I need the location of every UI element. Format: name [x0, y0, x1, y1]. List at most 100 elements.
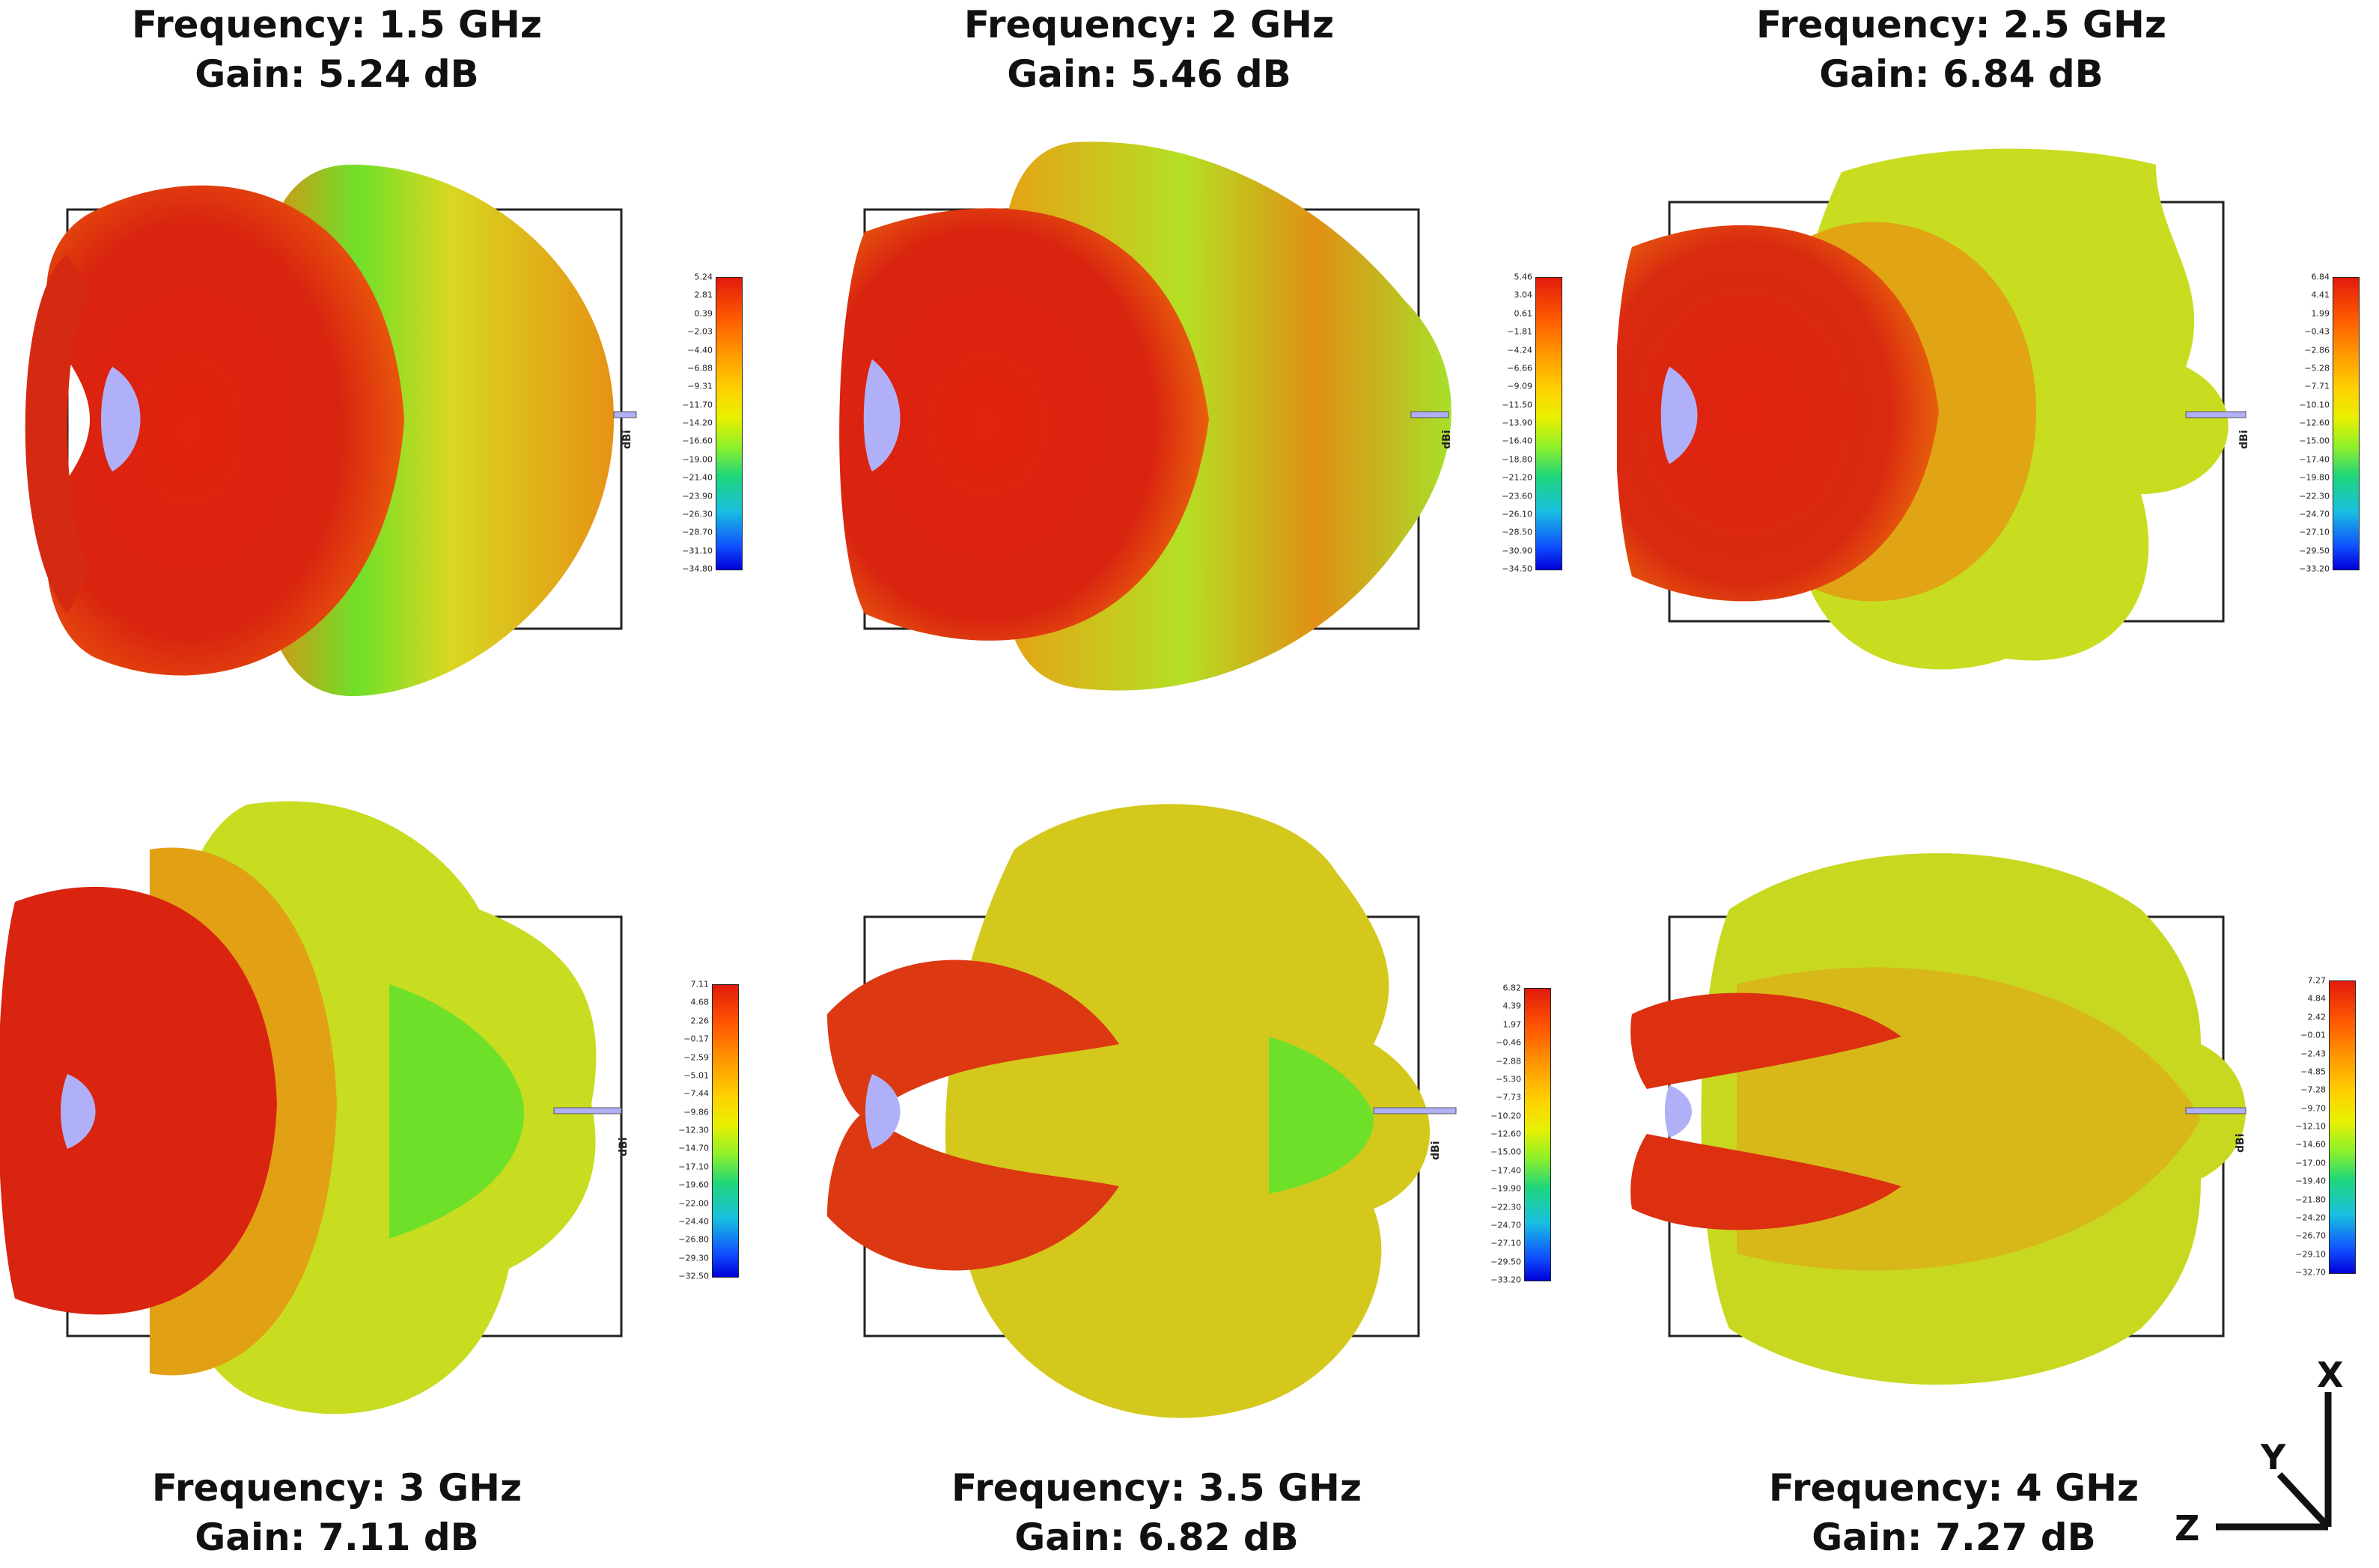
colorbar-tick-label: −9.31: [687, 381, 713, 391]
colorbar-tick-label: 0.61: [1514, 308, 1533, 319]
colorbar-tick-label: −29.30: [678, 1253, 709, 1263]
frequency-label: Frequency: 2.5 GHz: [1755, 3, 2167, 46]
colorbar-tick-label: −32.70: [2295, 1267, 2326, 1278]
colorbar-gradient: [716, 277, 743, 570]
colorbar-tick-label: −27.10: [1490, 1238, 1521, 1248]
feed-line: [2185, 411, 2247, 418]
colorbar-tick-label: −2.59: [683, 1052, 709, 1062]
colorbar-gradient: [2329, 980, 2356, 1274]
colorbar-tick-label: 4.84: [2307, 993, 2327, 1004]
colorbar: 6.84 4.41 1.99 −0.43 −2.86 −5.28 −7.71 −10.10 −1…: [2238, 272, 2360, 576]
colorbar-tick-label: −10.10: [2299, 400, 2330, 410]
colorbar-ticks: 6.84 4.41 1.99 −0.43 −2.86 −5.28 −7.71 −10.10 −1…: [2277, 272, 2330, 574]
frequency-label: Frequency: 3 GHz: [151, 1466, 523, 1510]
frequency-label: Frequency: 3.5 GHz: [951, 1466, 1362, 1510]
colorbar-tick-label: −26.30: [682, 509, 713, 519]
panel-caption: Frequency: 4 GHz Gain: 7.27 dB: [1617, 1463, 2291, 1562]
colorbar-tick-label: 3.04: [1514, 290, 1533, 300]
pattern-panel-1p5ghz: Frequency: 1.5 GHz Gain: 5.24 dB 5.24 2.8…: [0, 0, 779, 778]
colorbar: 5.46 3.04 0.61 −1.81 −4.24 −6.66 −9.09 −11.50 −1…: [1441, 272, 1562, 576]
colorbar: 5.24 2.81 0.39 −2.03 −4.40 −6.88 −9.31 −11.70 −1…: [621, 272, 743, 576]
colorbar-tick-label: −9.86: [683, 1107, 709, 1117]
colorbar-tick-label: −31.10: [682, 546, 713, 556]
colorbar-tick-label: −21.40: [682, 472, 713, 483]
colorbar-unit: dBi: [1441, 430, 1453, 450]
colorbar-tick-label: −22.30: [1490, 1202, 1521, 1212]
colorbar-gradient: [1524, 988, 1551, 1281]
colorbar-unit: dBi: [2235, 1133, 2247, 1153]
green-lobes: [1269, 1037, 1374, 1194]
frequency-label: Frequency: 2 GHz: [963, 3, 1335, 46]
green-lobes: [389, 984, 524, 1239]
colorbar-tick-label: −7.71: [2304, 381, 2330, 391]
colorbar-tick-label: −22.00: [678, 1198, 709, 1208]
colorbar-tick-label: −17.40: [2299, 454, 2330, 465]
feed-region: [101, 367, 141, 472]
colorbar-tick-label: 2.26: [690, 1016, 710, 1026]
colorbar-tick-label: −24.20: [2295, 1212, 2326, 1223]
feed-line: [1373, 1107, 1457, 1114]
colorbar-tick-label: −13.90: [1502, 418, 1532, 428]
colorbar-tick-label: −14.70: [678, 1143, 709, 1153]
colorbar-unit: dBi: [1430, 1141, 1442, 1161]
colorbar-tick-label: 2.81: [694, 290, 713, 300]
feed-region: [61, 1074, 96, 1149]
pattern-panel-3p5ghz: Frequency: 3.5 GHz Gain: 6.82 dB 6.82 4.3…: [820, 790, 1598, 1568]
colorbar-tick-label: −19.80: [2299, 472, 2330, 483]
colorbar-tick-label: −2.43: [2300, 1049, 2326, 1058]
colorbar-tick-label: 4.41: [2311, 290, 2330, 300]
colorbar-gradient: [2333, 277, 2360, 570]
colorbar-tick-label: 4.39: [1502, 1001, 1522, 1011]
colorbar-tick-label: −2.86: [2304, 345, 2330, 355]
main-lobe: [839, 208, 1209, 641]
colorbar-tick-label: −17.10: [678, 1162, 709, 1172]
main-lobe: [46, 185, 404, 676]
colorbar-tick-label: −19.90: [1490, 1183, 1521, 1194]
colorbar-unit: dBi: [618, 1137, 630, 1157]
colorbar-tick-label: −1.81: [1507, 326, 1532, 337]
colorbar-ticks: 7.27 4.84 2.42 −0.01 −2.43 −4.85 −7.28 −9.70 −12…: [2273, 976, 2327, 1278]
colorbar-tick-label: −34.80: [682, 564, 713, 574]
colorbar-tick-label: −29.50: [1490, 1257, 1521, 1267]
panel-caption: Frequency: 1.5 GHz Gain: 5.24 dB: [0, 0, 674, 99]
colorbar: 7.27 4.84 2.42 −0.01 −2.43 −4.85 −7.28 −9.70 −12…: [2235, 976, 2356, 1280]
colorbar-tick-label: −33.20: [1490, 1275, 1521, 1285]
colorbar-tick-label: −27.10: [2299, 527, 2330, 537]
coordinate-axes: X Y Z: [2171, 1355, 2373, 1564]
colorbar-tick-label: −4.24: [1507, 345, 1532, 355]
radiation-pattern-3d: [0, 801, 623, 1415]
feed-region: [1665, 1085, 1692, 1138]
colorbar-tick-label: −5.28: [2304, 363, 2330, 373]
y-axis-label: Y: [2261, 1437, 2286, 1477]
upper-arm: [1630, 992, 1901, 1089]
colorbar-tick-label: 6.84: [2311, 272, 2330, 282]
colorbar-tick-label: 1.97: [1502, 1019, 1522, 1030]
axes-lines: [2216, 1392, 2332, 1531]
colorbar-tick-label: −4.85: [2300, 1067, 2326, 1077]
colorbar-tick-label: −16.60: [682, 436, 713, 446]
colorbar-tick-label: −11.50: [1502, 400, 1532, 410]
colorbar-tick-label: −14.60: [2295, 1139, 2326, 1150]
colorbar-tick-label: −29.10: [2295, 1249, 2326, 1260]
panel-caption: Frequency: 3.5 GHz Gain: 6.82 dB: [820, 1463, 1493, 1562]
gain-label: Gain: 7.27 dB: [1812, 1516, 2096, 1559]
colorbar-tick-label: −24.70: [2299, 509, 2330, 519]
feed-line: [553, 1107, 622, 1114]
feed-line: [2185, 1107, 2247, 1114]
feed-region: [863, 359, 901, 472]
colorbar: 7.11 4.68 2.26 −0.17 −2.59 −5.01 −7.44 −9.86 −12…: [618, 980, 739, 1284]
colorbar-tick-label: −12.10: [2295, 1121, 2326, 1132]
colorbar-tick-label: −19.40: [2295, 1176, 2326, 1186]
gain-label: Gain: 6.84 dB: [1819, 52, 2104, 96]
colorbar-tick-label: −21.20: [1502, 472, 1532, 483]
colorbar-tick-label: −0.17: [683, 1034, 709, 1044]
z-axis-label: Z: [2175, 1508, 2200, 1549]
colorbar-tick-label: −9.70: [2300, 1103, 2326, 1114]
colorbar-tick-label: 0.39: [694, 308, 713, 319]
radiation-pattern-3d: [25, 165, 637, 696]
colorbar-tick-label: −7.73: [1496, 1092, 1521, 1102]
colorbar-gradient: [1535, 277, 1562, 570]
colorbar-tick-label: −24.70: [1490, 1220, 1521, 1230]
pattern-panel-2ghz: Frequency: 2 GHz Gain: 5.46 dB 5.46 3.04 0…: [820, 0, 1598, 778]
colorbar-tick-label: −16.40: [1502, 436, 1532, 446]
